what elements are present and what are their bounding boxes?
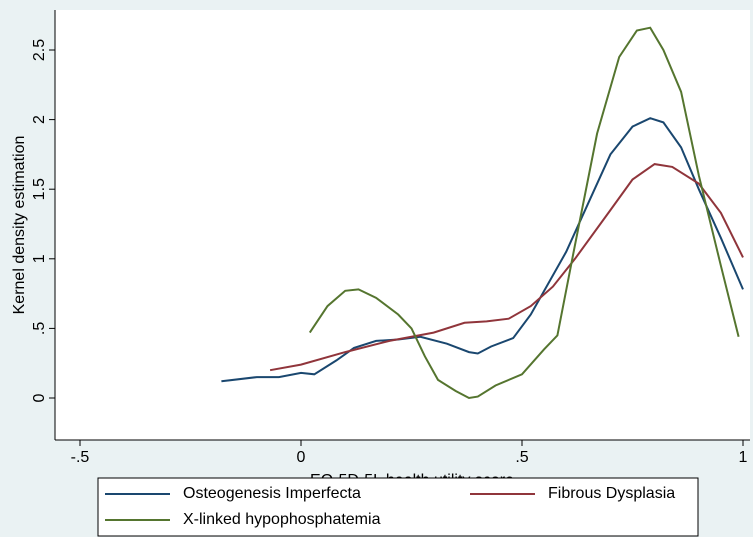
x-tick-label: .5 [515, 449, 528, 466]
y-axis-label: Kernel density estimation [11, 136, 28, 315]
y-tick-label: 2 [31, 115, 48, 124]
y-tick-label: 1.5 [31, 178, 48, 200]
x-tick-label: -.5 [71, 449, 90, 466]
legend-label: X-linked hypophosphatemia [183, 511, 381, 528]
legend-label: Fibrous Dysplasia [548, 485, 675, 502]
legend-label: Osteogenesis Imperfecta [183, 485, 361, 502]
x-tick-label: 1 [739, 449, 748, 466]
plot-area [55, 10, 750, 440]
y-tick-label: 2.5 [31, 39, 48, 61]
x-tick-label: 0 [297, 449, 306, 466]
series-line [269, 163, 744, 372]
y-tick-label: 1 [31, 254, 48, 263]
series-line [308, 26, 740, 400]
legend [97, 477, 699, 537]
y-tick-label: .5 [31, 322, 48, 335]
y-tick-label: 0 [31, 393, 48, 402]
series-line [221, 117, 744, 383]
